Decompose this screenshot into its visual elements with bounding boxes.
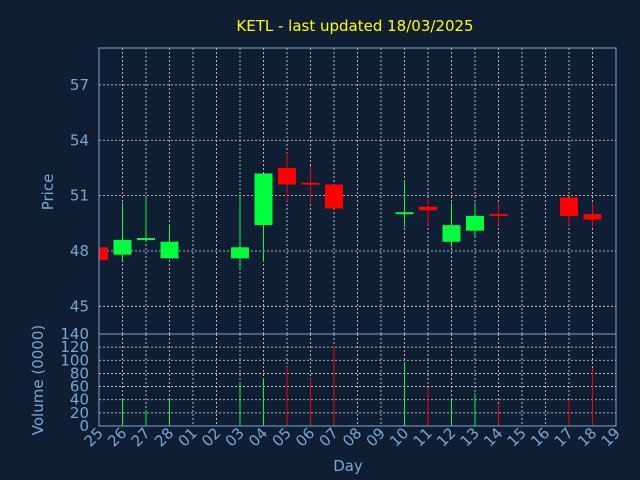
volume-plot-frame: [98, 333, 617, 427]
candle: [113, 202, 132, 261]
day-tick-label: 12: [433, 424, 459, 450]
candle: [466, 202, 484, 237]
candle: [489, 202, 508, 226]
price-grid: [99, 48, 616, 334]
candle: [419, 199, 437, 226]
candlestick-series: [98, 153, 602, 268]
candle-body: [278, 167, 296, 185]
day-tick-label: 10: [386, 424, 412, 450]
day-tick-label: 11: [410, 424, 436, 450]
candle: [278, 153, 296, 202]
candle-body: [442, 225, 461, 242]
chart-title: KETL - last updated 18/03/2025: [236, 17, 473, 35]
price-tick-label: 45: [70, 297, 89, 315]
candle-body: [231, 247, 249, 259]
day-tick-label: 03: [222, 424, 248, 450]
price-tick-label: 54: [70, 131, 89, 149]
day-tick-label: 04: [245, 424, 271, 450]
volume-tick-label: 60: [70, 378, 89, 396]
candle-body: [560, 197, 578, 216]
day-tick-label: 15: [504, 424, 530, 450]
day-tick-label: 17: [551, 424, 577, 450]
volume-tick-label: 40: [70, 391, 89, 409]
candle-body: [583, 214, 602, 220]
volume-tick-label: 100: [60, 351, 89, 369]
day-tick-label: 19: [598, 424, 624, 450]
volume-grid: [99, 334, 616, 426]
candle-body: [137, 238, 155, 241]
candle-body: [113, 239, 132, 255]
day-tick-label: 01: [175, 424, 201, 450]
candle-body: [419, 206, 437, 211]
day-tick-label: 27: [128, 424, 154, 450]
candle-body: [160, 241, 179, 259]
candle: [583, 202, 602, 227]
candle: [325, 184, 343, 209]
price-tick-label: 48: [70, 242, 89, 260]
volume-tick-label: 120: [60, 338, 89, 356]
candle: [301, 166, 320, 203]
day-tick-label: 02: [198, 424, 224, 450]
candle: [231, 195, 249, 268]
candle: [254, 173, 273, 263]
volume-tick-label: 20: [70, 404, 89, 422]
day-tick-label: 16: [527, 424, 553, 450]
candle-body: [489, 214, 508, 217]
day-tick-label: 09: [363, 424, 389, 450]
candle: [395, 180, 414, 227]
candle-body: [99, 247, 108, 261]
day-tick-labels: 2526272801020304050607080910111213141516…: [81, 424, 624, 450]
candle: [442, 202, 461, 248]
day-tick-label: 28: [151, 424, 177, 450]
price-tick-labels: 45 48 51 54 57: [70, 76, 89, 315]
candle: [160, 225, 179, 259]
candle-body: [395, 212, 414, 215]
volume-axis-label: Volume (0000): [29, 325, 47, 435]
price-tick-label: 57: [70, 76, 89, 94]
candle: [98, 245, 108, 264]
day-tick-label: 18: [574, 424, 600, 450]
day-tick-label: 06: [292, 424, 318, 450]
candle-body: [254, 173, 273, 226]
candle: [560, 197, 578, 226]
day-tick-label: 07: [316, 424, 342, 450]
day-tick-label: 08: [339, 424, 365, 450]
day-tick-label: 13: [457, 424, 483, 450]
day-tick-label: 26: [104, 424, 130, 450]
day-tick-label: 14: [480, 424, 506, 450]
price-plot-frame: [98, 47, 617, 335]
candle: [137, 197, 155, 242]
volume-tick-label: 0: [79, 417, 89, 435]
candle-body: [466, 215, 484, 231]
volume-tick-label: 80: [70, 364, 89, 382]
candle-body: [325, 184, 343, 209]
volume-series: [122, 345, 593, 426]
day-tick-label: 05: [269, 424, 295, 450]
volume-tick-label: 140: [60, 325, 89, 343]
price-tick-label: 51: [70, 187, 89, 205]
candle-body: [301, 182, 320, 185]
day-axis-label: Day: [333, 457, 363, 475]
price-axis-label: Price: [39, 174, 57, 211]
